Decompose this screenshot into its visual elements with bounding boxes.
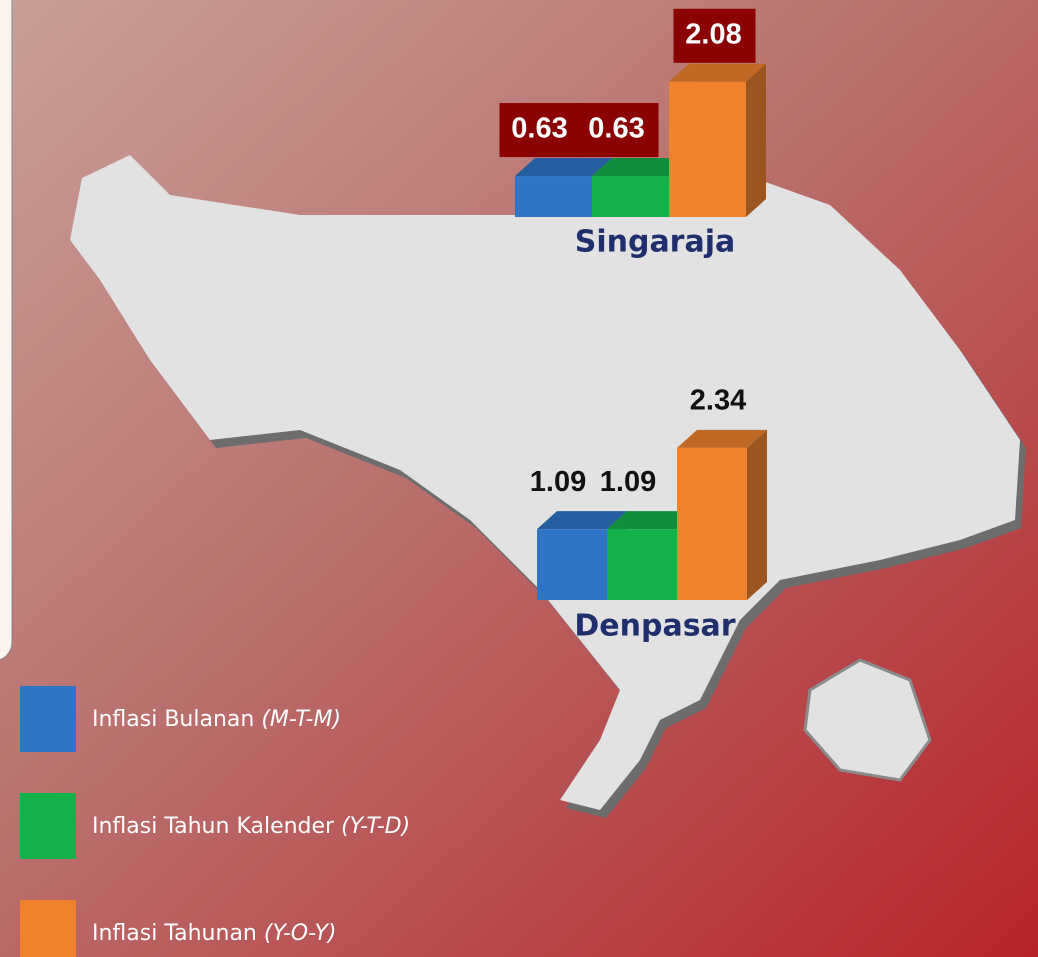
legend-note: (Y-O-Y)	[264, 921, 337, 946]
bar-side	[747, 430, 767, 600]
legend-name: Inflasi Bulanan	[92, 707, 261, 732]
legend-note: (M-T-M)	[261, 707, 341, 732]
legend-name: Inflasi Tahun Kalender	[92, 814, 341, 839]
value-label: 1.09	[530, 466, 586, 498]
bar-side	[746, 64, 766, 217]
value-label: 0.63	[588, 113, 644, 145]
bar	[537, 529, 607, 600]
legend-label: Inflasi Tahun Kalender (Y-T-D)	[92, 814, 410, 839]
bar	[592, 176, 669, 217]
bar	[515, 176, 592, 217]
bar	[669, 82, 746, 217]
legend-name: Inflasi Tahunan	[92, 921, 264, 946]
legend-note: (Y-T-D)	[341, 814, 410, 839]
city-title: Denpasar	[574, 609, 735, 644]
legend-label: Inflasi Tahunan (Y-O-Y)	[92, 921, 336, 946]
value-label: 0.63	[511, 113, 567, 145]
value-label: 2.34	[690, 385, 746, 417]
infographic: 0.63 0.63 2.08 Singaraja 1.09 1.09 2.34 Denpasa…	[0, 0, 1038, 957]
bar	[677, 448, 747, 600]
bar	[607, 529, 677, 600]
value-label: 2.08	[685, 18, 741, 50]
city-title: Singaraja	[575, 225, 736, 260]
legend-swatch	[20, 686, 76, 752]
legend-label: Inflasi Bulanan (M-T-M)	[92, 707, 341, 732]
value-label: 1.09	[600, 466, 656, 498]
side-panel	[0, 0, 12, 660]
legend-swatch	[20, 900, 76, 957]
legend-swatch	[20, 793, 76, 859]
